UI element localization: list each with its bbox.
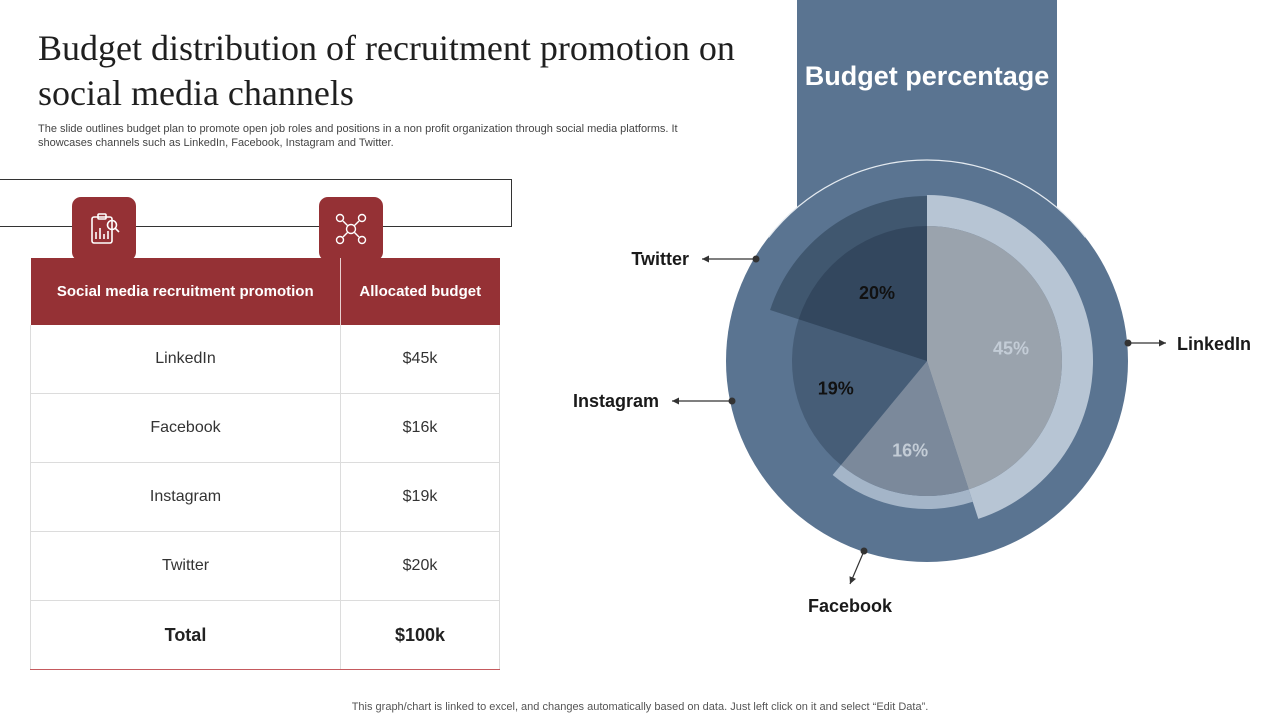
callout-arrowhead-linkedin (1159, 339, 1166, 347)
table-row: Facebook $16k (30, 393, 500, 463)
table-header-row: Social media recruitment promotion Alloc… (30, 258, 500, 325)
callout-arrowhead-twitter (702, 255, 709, 263)
slice-instagram (792, 319, 927, 466)
pie-highlight-arc (768, 159, 1086, 238)
banner-title: Budget percentage (804, 61, 1050, 91)
page-title: Budget distribution of recruitment promo… (38, 28, 735, 113)
connector-line (0, 179, 512, 227)
channel-cell: Instagram (30, 462, 341, 532)
budget-table: Social media recruitment promotion Alloc… (30, 258, 500, 670)
table-row: LinkedIn $45k (30, 325, 500, 394)
table-row: Instagram $19k (30, 462, 500, 532)
total-row: Total $100k (30, 600, 500, 670)
slice-label-instagram: 19% (818, 379, 854, 399)
table-row: Twitter $20k (30, 531, 500, 601)
clipboard-chart-icon (72, 197, 136, 261)
budget-cell: $16k (340, 393, 500, 463)
legend-label-twitter: Twitter (631, 249, 689, 269)
slice-facebook (840, 361, 969, 496)
channel-cell: Twitter (30, 531, 341, 601)
budget-cell: $19k (340, 462, 500, 532)
callout-arrowhead-instagram (672, 397, 679, 405)
people-network-icon (319, 197, 383, 261)
header-budget: Allocated budget (340, 258, 500, 325)
channel-cell: LinkedIn (30, 325, 341, 394)
legend-label-instagram: Instagram (573, 391, 659, 411)
page-subtitle: The slide outlines budget plan to promot… (38, 123, 678, 149)
slice-linkedin (927, 226, 1062, 490)
slice-label-facebook: 16% (892, 440, 928, 460)
footer-note: This graph/chart is linked to excel, and… (351, 701, 929, 713)
legend-label-facebook: Facebook (808, 596, 893, 616)
total-label: Total (30, 600, 341, 670)
budget-cell: $20k (340, 531, 500, 601)
callout-arrowhead-facebook (849, 576, 856, 584)
slice-twitter (798, 226, 927, 361)
budget-cell: $45k (340, 325, 500, 394)
slice-ring-facebook (832, 465, 973, 510)
header-channel: Social media recruitment promotion (30, 258, 341, 325)
slice-ring-linkedin (927, 195, 1094, 519)
slice-label-linkedin: 45% (993, 339, 1029, 359)
legend-label-linkedin: LinkedIn (1177, 334, 1251, 354)
slice-label-twitter: 20% (859, 283, 895, 303)
total-value: $100k (340, 600, 500, 670)
